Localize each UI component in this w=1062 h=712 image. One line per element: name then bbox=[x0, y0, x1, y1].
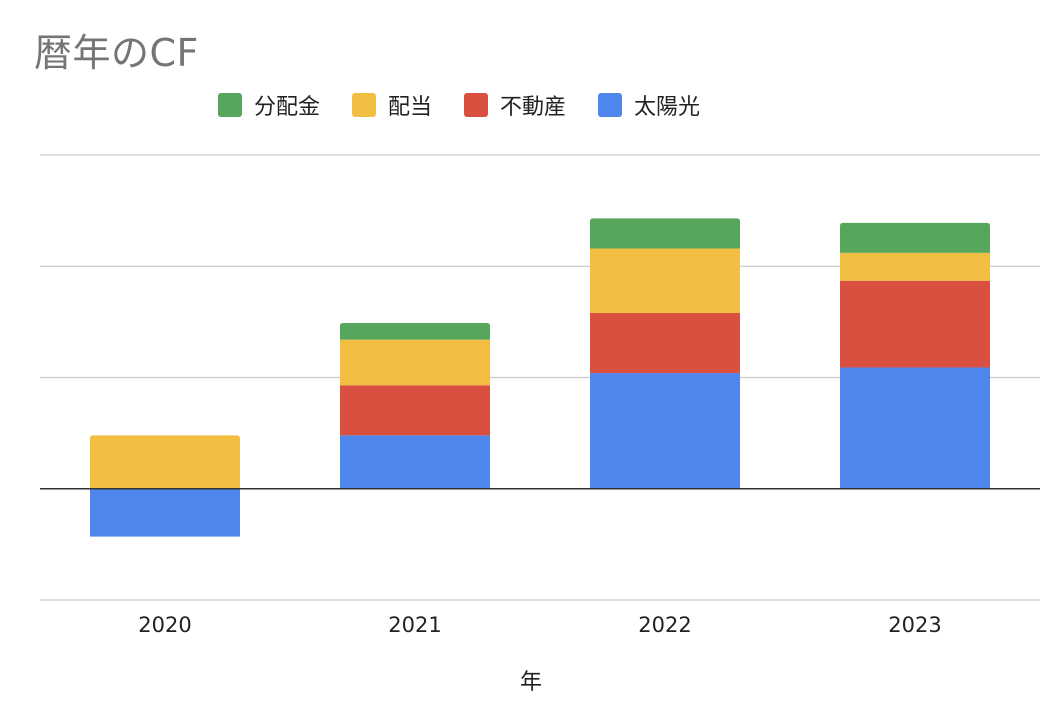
x-axis-label: 年 bbox=[519, 670, 542, 695]
legend-swatch bbox=[218, 93, 242, 117]
bar-segment bbox=[840, 367, 990, 489]
bar-segment bbox=[840, 222, 990, 253]
bar-segment bbox=[590, 373, 740, 489]
legend-label: 分配金 bbox=[254, 95, 321, 120]
bar-segment bbox=[590, 248, 740, 313]
legend-item: 分配金 bbox=[218, 89, 320, 121]
bar-segment bbox=[840, 252, 990, 281]
bar-segment bbox=[90, 488, 240, 537]
legend: 分配金 配当 不動産 太陽光 bbox=[218, 90, 732, 120]
legend-item: 配当 bbox=[352, 89, 432, 121]
bar-segment bbox=[840, 280, 990, 368]
x-tick-label: 2023 bbox=[888, 613, 941, 637]
legend-label: 配当 bbox=[388, 95, 433, 120]
legend-swatch bbox=[464, 93, 489, 117]
x-tick-label: 2021 bbox=[388, 613, 441, 637]
legend-swatch bbox=[352, 93, 377, 117]
x-tick-label: 2022 bbox=[638, 613, 691, 637]
legend-item: 太陽光 bbox=[598, 89, 700, 121]
bar-segment bbox=[340, 322, 490, 340]
bar-segment bbox=[340, 435, 490, 489]
bar-segment bbox=[340, 385, 490, 436]
legend-item: 不動産 bbox=[464, 89, 566, 121]
chart-title: 暦年のCF bbox=[34, 31, 199, 75]
bar-segment bbox=[590, 312, 740, 374]
legend-swatch bbox=[598, 93, 623, 117]
legend-label: 不動産 bbox=[500, 95, 567, 120]
bar-segment bbox=[90, 435, 240, 489]
x-tick-label: 2020 bbox=[138, 613, 191, 637]
bar-segment bbox=[340, 339, 490, 386]
bar-segment bbox=[590, 218, 740, 249]
legend-label: 太陽光 bbox=[634, 95, 701, 120]
